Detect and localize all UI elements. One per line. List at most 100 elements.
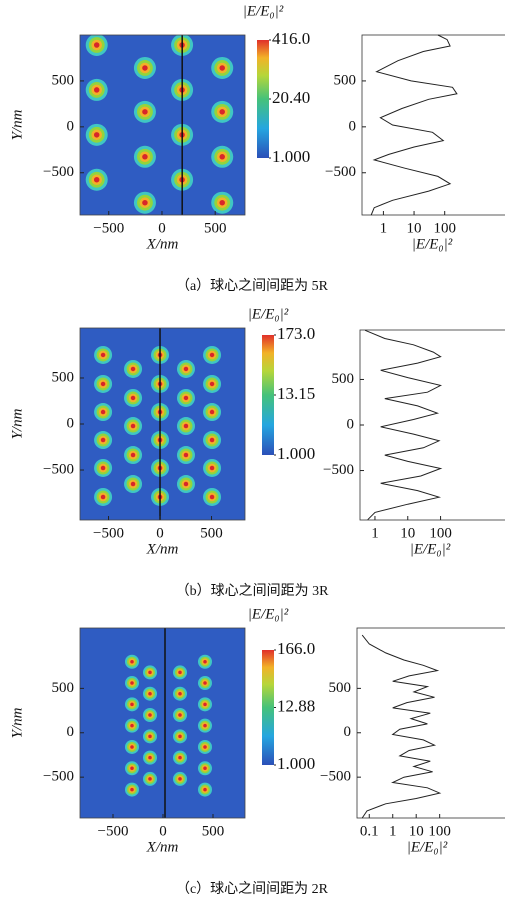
y-tick-label: 0 [349,118,357,134]
heatmap-background [80,628,245,818]
x-axis-label: X/nm [146,236,179,252]
spot-core [94,177,100,183]
x-axis-label: |E/E₀|² [412,236,453,252]
spot-core [203,767,207,771]
caption: （c）球心之间间距为 2R [176,881,329,897]
colorbar-tick-label: 166.0 [277,639,315,658]
x-tick-label: 1 [380,220,388,236]
spot-core [184,424,189,429]
profile-line [362,635,440,818]
spot-core [142,200,148,206]
y-tick-label: −500 [325,164,356,180]
spot-core [131,453,136,458]
colorbar-tick-label: 13.15 [277,384,315,403]
spot-core [148,735,152,739]
spot-core [131,396,136,401]
spot-core [131,367,136,372]
spot-core [203,703,207,707]
spot-core [219,154,225,160]
colorbar-tick-label: 1.000 [277,754,315,773]
x-tick-label: 500 [200,525,223,541]
spot-core [148,756,152,760]
colorbar [257,40,269,158]
spot-core [130,745,134,749]
colorbar-tick-label: 12.88 [277,696,315,715]
y-axis-label: Y/nm [9,408,25,439]
spot-core [219,65,225,71]
spot-core [178,713,182,717]
spot-core [101,495,106,500]
spot-core [203,660,207,664]
spot-core [94,87,100,93]
x-tick-label: 100 [428,823,451,839]
spot-core [94,42,100,48]
y-tick-label: 500 [52,72,75,88]
spot-core [210,353,215,358]
y-tick-label: 0 [67,415,75,431]
x-tick-label: 1 [389,823,397,839]
spot-core [142,109,148,115]
x-tick-label: 0 [156,525,164,541]
colorbar-tick-label: 416.0 [272,29,310,48]
colorbar-label: |E/E₀|² [248,306,289,322]
spot-core [148,671,152,675]
profile-line [371,35,457,215]
spot-core [142,65,148,71]
profile-line [365,330,441,519]
spot-core [184,482,189,487]
spot-core [101,438,106,443]
y-tick-label: 0 [344,724,352,740]
spot-core [101,466,106,471]
x-tick-label: 10 [409,823,424,839]
spot-core [210,438,215,443]
spot-core [131,424,136,429]
x-tick-label: 100 [433,220,456,236]
colorbar-label: |E/E₀|² [243,3,284,19]
x-tick-label: 10 [400,525,415,541]
colorbar-tick-label: 1.000 [277,444,315,463]
x-axis-label: |E/E₀|² [407,839,448,855]
x-tick-label: 100 [429,525,452,541]
spot-core [101,410,106,415]
colorbar [262,335,274,455]
spot-core [219,200,225,206]
spot-core [148,777,152,781]
y-axis-label: Y/nm [9,109,25,140]
caption: （b）球心之间间距为 3R [176,583,329,599]
y-tick-label: 0 [67,724,75,740]
spot-core [178,692,182,696]
spot-core [210,495,215,500]
spot-core [130,703,134,707]
x-tick-label: 500 [202,823,225,839]
spot-core [203,681,207,685]
colorbar-label: |E/E₀|² [248,606,289,622]
colorbar-tick-label: 1.000 [272,147,310,166]
x-tick-label: −500 [93,220,124,236]
spot-core [178,735,182,739]
spot-core [178,671,182,675]
spot-core [184,396,189,401]
y-tick-label: −500 [43,461,74,477]
y-tick-label: 500 [332,371,355,387]
colorbar-tick-label: 173.0 [277,324,315,343]
y-tick-label: −500 [43,164,74,180]
spot-core [101,353,106,358]
spot-core [130,788,134,792]
y-tick-label: 500 [329,680,352,696]
y-tick-label: −500 [43,769,74,785]
spot-core [101,382,106,387]
spot-core [203,745,207,749]
caption: （a）球心之间间距为 5R [176,278,329,294]
spot-core [203,788,207,792]
x-tick-label: 10 [407,220,422,236]
spot-core [219,109,225,115]
x-tick-label: 0.1 [360,823,379,839]
x-axis-label: |E/E₀|² [410,541,451,557]
spot-core [203,724,207,728]
spot-core [130,681,134,685]
y-tick-label: 500 [52,369,75,385]
spot-core [148,713,152,717]
spot-core [178,777,182,781]
spot-core [130,660,134,664]
plot-frame [362,35,505,215]
